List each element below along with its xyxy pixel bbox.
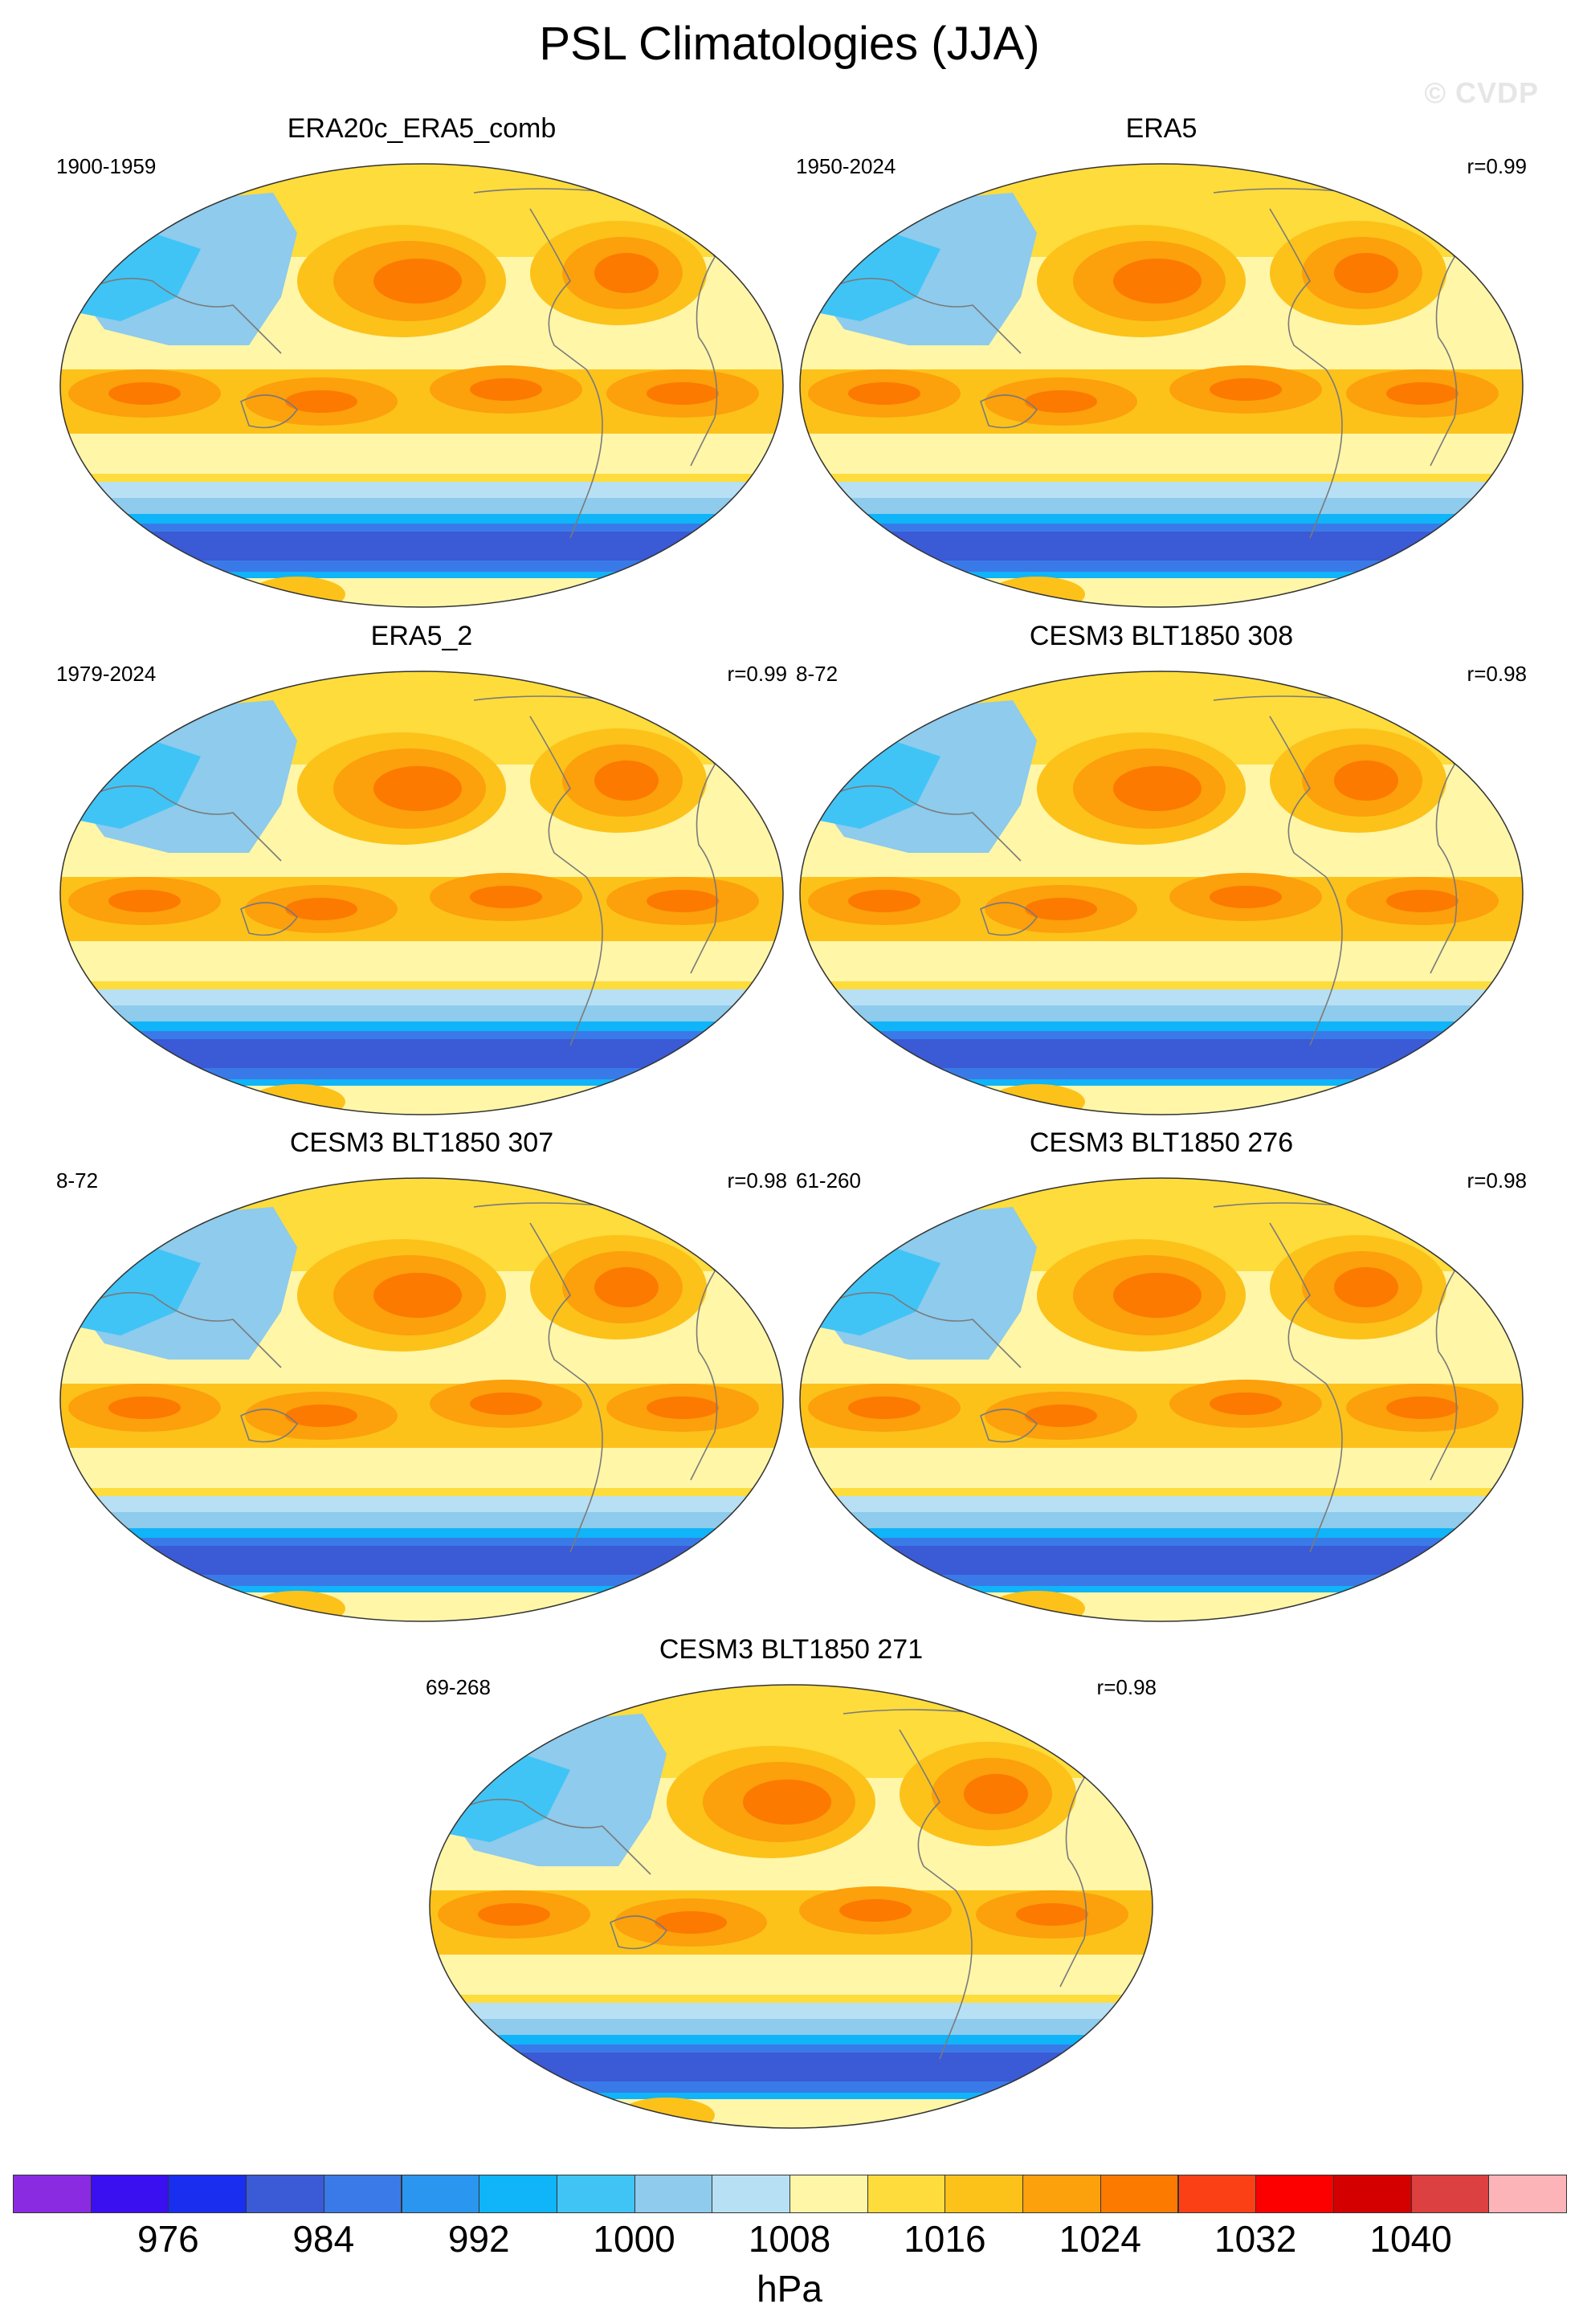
colorbar-tick-label: 1000 <box>593 2218 675 2260</box>
colorbar-swatch <box>13 2175 92 2213</box>
colorbar-tick-label: 1032 <box>1214 2218 1297 2260</box>
colorbar-swatch <box>323 2175 402 2213</box>
panel-correlation: r=0.99 <box>1467 154 1527 178</box>
colorbar-labels: 976 984 992 1000 1008 1016 1024 1032 1040 <box>0 2216 1579 2265</box>
colorbar-swatch <box>790 2175 868 2213</box>
colorbar-tick-label: 976 <box>137 2218 199 2260</box>
psl-map <box>59 163 784 608</box>
panel-years: 69-268 <box>426 1675 491 1699</box>
psl-map <box>59 1177 784 1622</box>
map-panel: CESM3 BLT1850 308 8-72 r=0.98 <box>796 620 1527 1118</box>
colorbar-swatch <box>867 2175 946 2213</box>
colorbar-tick-label: 1016 <box>904 2218 986 2260</box>
psl-map <box>799 1177 1524 1622</box>
panel-correlation: r=0.98 <box>1467 1168 1527 1193</box>
panel-title: CESM3 BLT1850 308 <box>1029 621 1294 651</box>
psl-map <box>429 1684 1153 2129</box>
panel-correlation: r=0.98 <box>727 1168 787 1193</box>
psl-map <box>799 671 1524 1115</box>
colorbar-swatch <box>1022 2175 1101 2213</box>
cvdp-watermark: © CVDP <box>1424 76 1539 109</box>
colorbar-swatch <box>90 2175 169 2213</box>
panel-years: 1979-2024 <box>56 662 157 686</box>
colorbar-units: hPa <box>757 2268 822 2310</box>
panel-years: 1950-2024 <box>796 154 896 178</box>
panel-correlation: r=0.98 <box>1467 662 1527 686</box>
colorbar-swatch <box>634 2175 713 2213</box>
psl-map <box>59 671 784 1115</box>
colorbar-swatch <box>1100 2175 1179 2213</box>
panel-years: 8-72 <box>796 662 838 686</box>
panel-title: CESM3 BLT1850 276 <box>1029 1127 1294 1158</box>
colorbar-swatch <box>401 2175 480 2213</box>
map-panel: ERA20c_ERA5_comb 1900-1959 <box>56 112 787 610</box>
colorbar-tick-label: 1008 <box>748 2218 831 2260</box>
panel-title: CESM3 BLT1850 271 <box>659 1634 924 1665</box>
map-panel: ERA5 1950-2024 r=0.99 <box>796 112 1527 610</box>
panel-correlation: r=0.99 <box>727 662 787 686</box>
map-panel: CESM3 BLT1850 307 8-72 r=0.98 <box>56 1127 787 1625</box>
map-panel: CESM3 BLT1850 276 61-260 r=0.98 <box>796 1127 1527 1625</box>
colorbar-swatch <box>1255 2175 1334 2213</box>
colorbar-swatch <box>479 2175 557 2213</box>
psl-map <box>799 163 1524 608</box>
colorbar-swatch <box>1332 2175 1412 2213</box>
figure-title: PSL Climatologies (JJA) <box>539 18 1040 70</box>
colorbar-swatch <box>1488 2175 1567 2213</box>
colorbar-swatch <box>246 2175 324 2213</box>
panel-years: 8-72 <box>56 1168 99 1193</box>
colorbar-swatch <box>945 2175 1024 2213</box>
colorbar <box>13 2175 1567 2213</box>
panel-correlation: r=0.98 <box>1096 1675 1157 1699</box>
colorbar-swatch <box>712 2175 790 2213</box>
map-panel: CESM3 BLT1850 271 69-268 r=0.98 <box>426 1633 1157 2131</box>
colorbar-swatch <box>1177 2175 1257 2213</box>
panel-title: ERA20c_ERA5_comb <box>287 113 557 144</box>
colorbar-tick-label: 992 <box>447 2218 510 2260</box>
colorbar-swatch <box>168 2175 247 2213</box>
colorbar-swatch <box>556 2175 635 2213</box>
panel-title: ERA5 <box>1125 113 1198 144</box>
panel-title: CESM3 BLT1850 307 <box>289 1127 554 1158</box>
colorbar-tick-label: 1024 <box>1059 2218 1141 2260</box>
map-panel: ERA5_2 1979-2024 r=0.99 <box>56 620 787 1118</box>
panel-years: 1900-1959 <box>56 154 157 178</box>
colorbar-swatch <box>1410 2175 1490 2213</box>
colorbar-tick-label: 984 <box>292 2218 355 2260</box>
panel-years: 61-260 <box>796 1168 861 1193</box>
panel-title: ERA5_2 <box>370 621 473 651</box>
colorbar-tick-label: 1040 <box>1369 2218 1452 2260</box>
